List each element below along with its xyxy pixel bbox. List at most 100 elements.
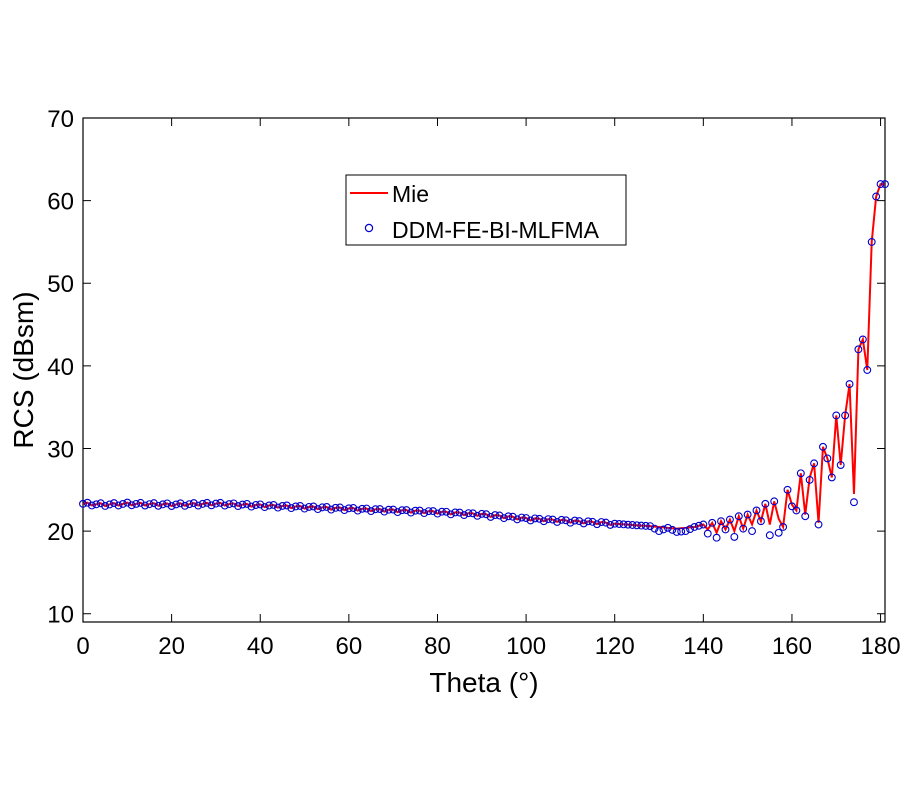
series-ddm-point	[570, 516, 579, 525]
series-ddm-point	[274, 503, 282, 512]
series-ddm-point	[672, 527, 681, 536]
series-ddm-point	[437, 507, 446, 516]
y-tick-label: 40	[47, 354, 74, 381]
x-tick-label: 60	[336, 633, 363, 660]
series-ddm-point	[601, 518, 610, 527]
series-ddm-point	[655, 527, 663, 536]
series-ddm-point	[801, 512, 810, 521]
series-ddm-point	[101, 502, 110, 510]
series-ddm-point	[353, 506, 362, 515]
series-ddm-point	[562, 516, 570, 525]
series-ddm-point	[721, 525, 730, 534]
series-ddm-point	[451, 508, 460, 517]
series-ddm-point	[393, 508, 402, 517]
series-ddm-point	[792, 506, 801, 515]
series-ddm-point	[460, 511, 469, 520]
series-ddm-point	[220, 501, 229, 510]
series-ddm-point	[198, 499, 207, 508]
series-ddm-point	[185, 500, 194, 509]
axis-ticks: 0 20 40 60 80 100 120 140 160 180 10 20 30 40 50 60 70	[47, 106, 900, 660]
series-ddm-point	[296, 502, 305, 510]
series-ddm-point	[544, 515, 553, 524]
x-tick-label: 0	[76, 633, 89, 660]
series-ddm-point	[632, 521, 641, 530]
series-ddm-point	[367, 507, 375, 516]
series-ddm-point	[398, 506, 406, 515]
series-ddm-point	[827, 473, 836, 482]
series-ddm-point	[841, 411, 850, 420]
series-ddm-point	[242, 499, 251, 508]
series-ddm-point	[415, 506, 424, 515]
series-ddm-point	[464, 509, 473, 518]
series-ddm-point	[331, 503, 340, 512]
series-ddm-point	[779, 523, 788, 531]
series-ddm-point	[624, 520, 632, 529]
x-tick-label: 120	[595, 633, 635, 660]
series-ddm-point	[832, 411, 841, 420]
series-ddm-point	[433, 509, 442, 518]
series-ddm-point	[336, 503, 344, 512]
x-tick-label: 80	[424, 633, 451, 660]
series-ddm-point	[703, 529, 712, 538]
plot-series	[79, 180, 889, 542]
legend: Mie DDM-FE-BI-MLFMA	[345, 174, 627, 246]
series-ddm-point	[845, 380, 854, 388]
series-ddm-point	[814, 520, 823, 529]
series-ddm-point	[282, 501, 291, 510]
series-ddm-point	[287, 504, 296, 513]
y-axis-label: RCS (dBsm)	[8, 291, 39, 448]
series-ddm-point	[424, 507, 433, 516]
series-ddm-point	[384, 505, 393, 514]
series-ddm-point	[566, 518, 575, 527]
series-ddm-point	[349, 504, 358, 512]
series-ddm-point	[211, 499, 220, 508]
series-ddm-point	[442, 507, 451, 516]
series-ddm-point	[322, 503, 331, 511]
series-ddm-point	[876, 180, 885, 189]
series-ddm-point	[203, 498, 212, 507]
series-ddm-point	[163, 499, 172, 508]
series-ddm-point	[677, 527, 686, 536]
series-ddm-point	[172, 500, 181, 509]
series-ddm-point	[344, 504, 353, 513]
series-ddm-point	[256, 500, 265, 509]
series-ddm-point	[123, 498, 132, 507]
series-ddm-point	[863, 366, 872, 374]
series-ddm-point	[180, 501, 189, 510]
series-ddm-point	[499, 514, 508, 523]
series-ddm-point	[234, 502, 243, 511]
series-ddm-point	[663, 523, 672, 532]
series-ddm-point	[136, 498, 145, 507]
series-ddm-point	[189, 499, 198, 508]
series-ddm-point	[739, 524, 748, 533]
series-ddm-point	[557, 515, 566, 524]
series-ddm-point	[699, 520, 708, 529]
series-ddm-point	[787, 502, 796, 511]
series-ddm-point	[606, 520, 615, 529]
series-ddm-point	[411, 506, 420, 515]
series-ddm-point	[194, 501, 203, 510]
series-ddm-point	[327, 505, 336, 514]
series-ddm-point	[265, 501, 274, 510]
series-ddm-point	[748, 527, 757, 536]
series-ddm-point	[743, 510, 752, 519]
series-ddm-point	[774, 528, 783, 537]
series-ddm-point	[823, 454, 832, 463]
series-ddm-point	[641, 521, 650, 530]
series-ddm-point	[429, 507, 437, 516]
series-ddm-point	[491, 511, 500, 520]
series-ddm-point	[668, 525, 677, 534]
series-ddm-point	[313, 505, 322, 514]
series-ddm-point	[646, 522, 655, 531]
series-ddm-point	[805, 475, 814, 484]
series-ddm-point	[87, 501, 96, 510]
series-ddm-point	[708, 518, 717, 527]
series-ddm-point	[127, 501, 136, 510]
y-tick-label: 50	[47, 271, 74, 298]
legend-mie-label: Mie	[392, 181, 429, 207]
series-ddm-point	[309, 502, 318, 511]
series-ddm-point	[149, 499, 158, 508]
series-ddm-point	[300, 504, 309, 513]
series-ddm-point	[610, 519, 619, 528]
series-ddm-point	[734, 512, 743, 521]
